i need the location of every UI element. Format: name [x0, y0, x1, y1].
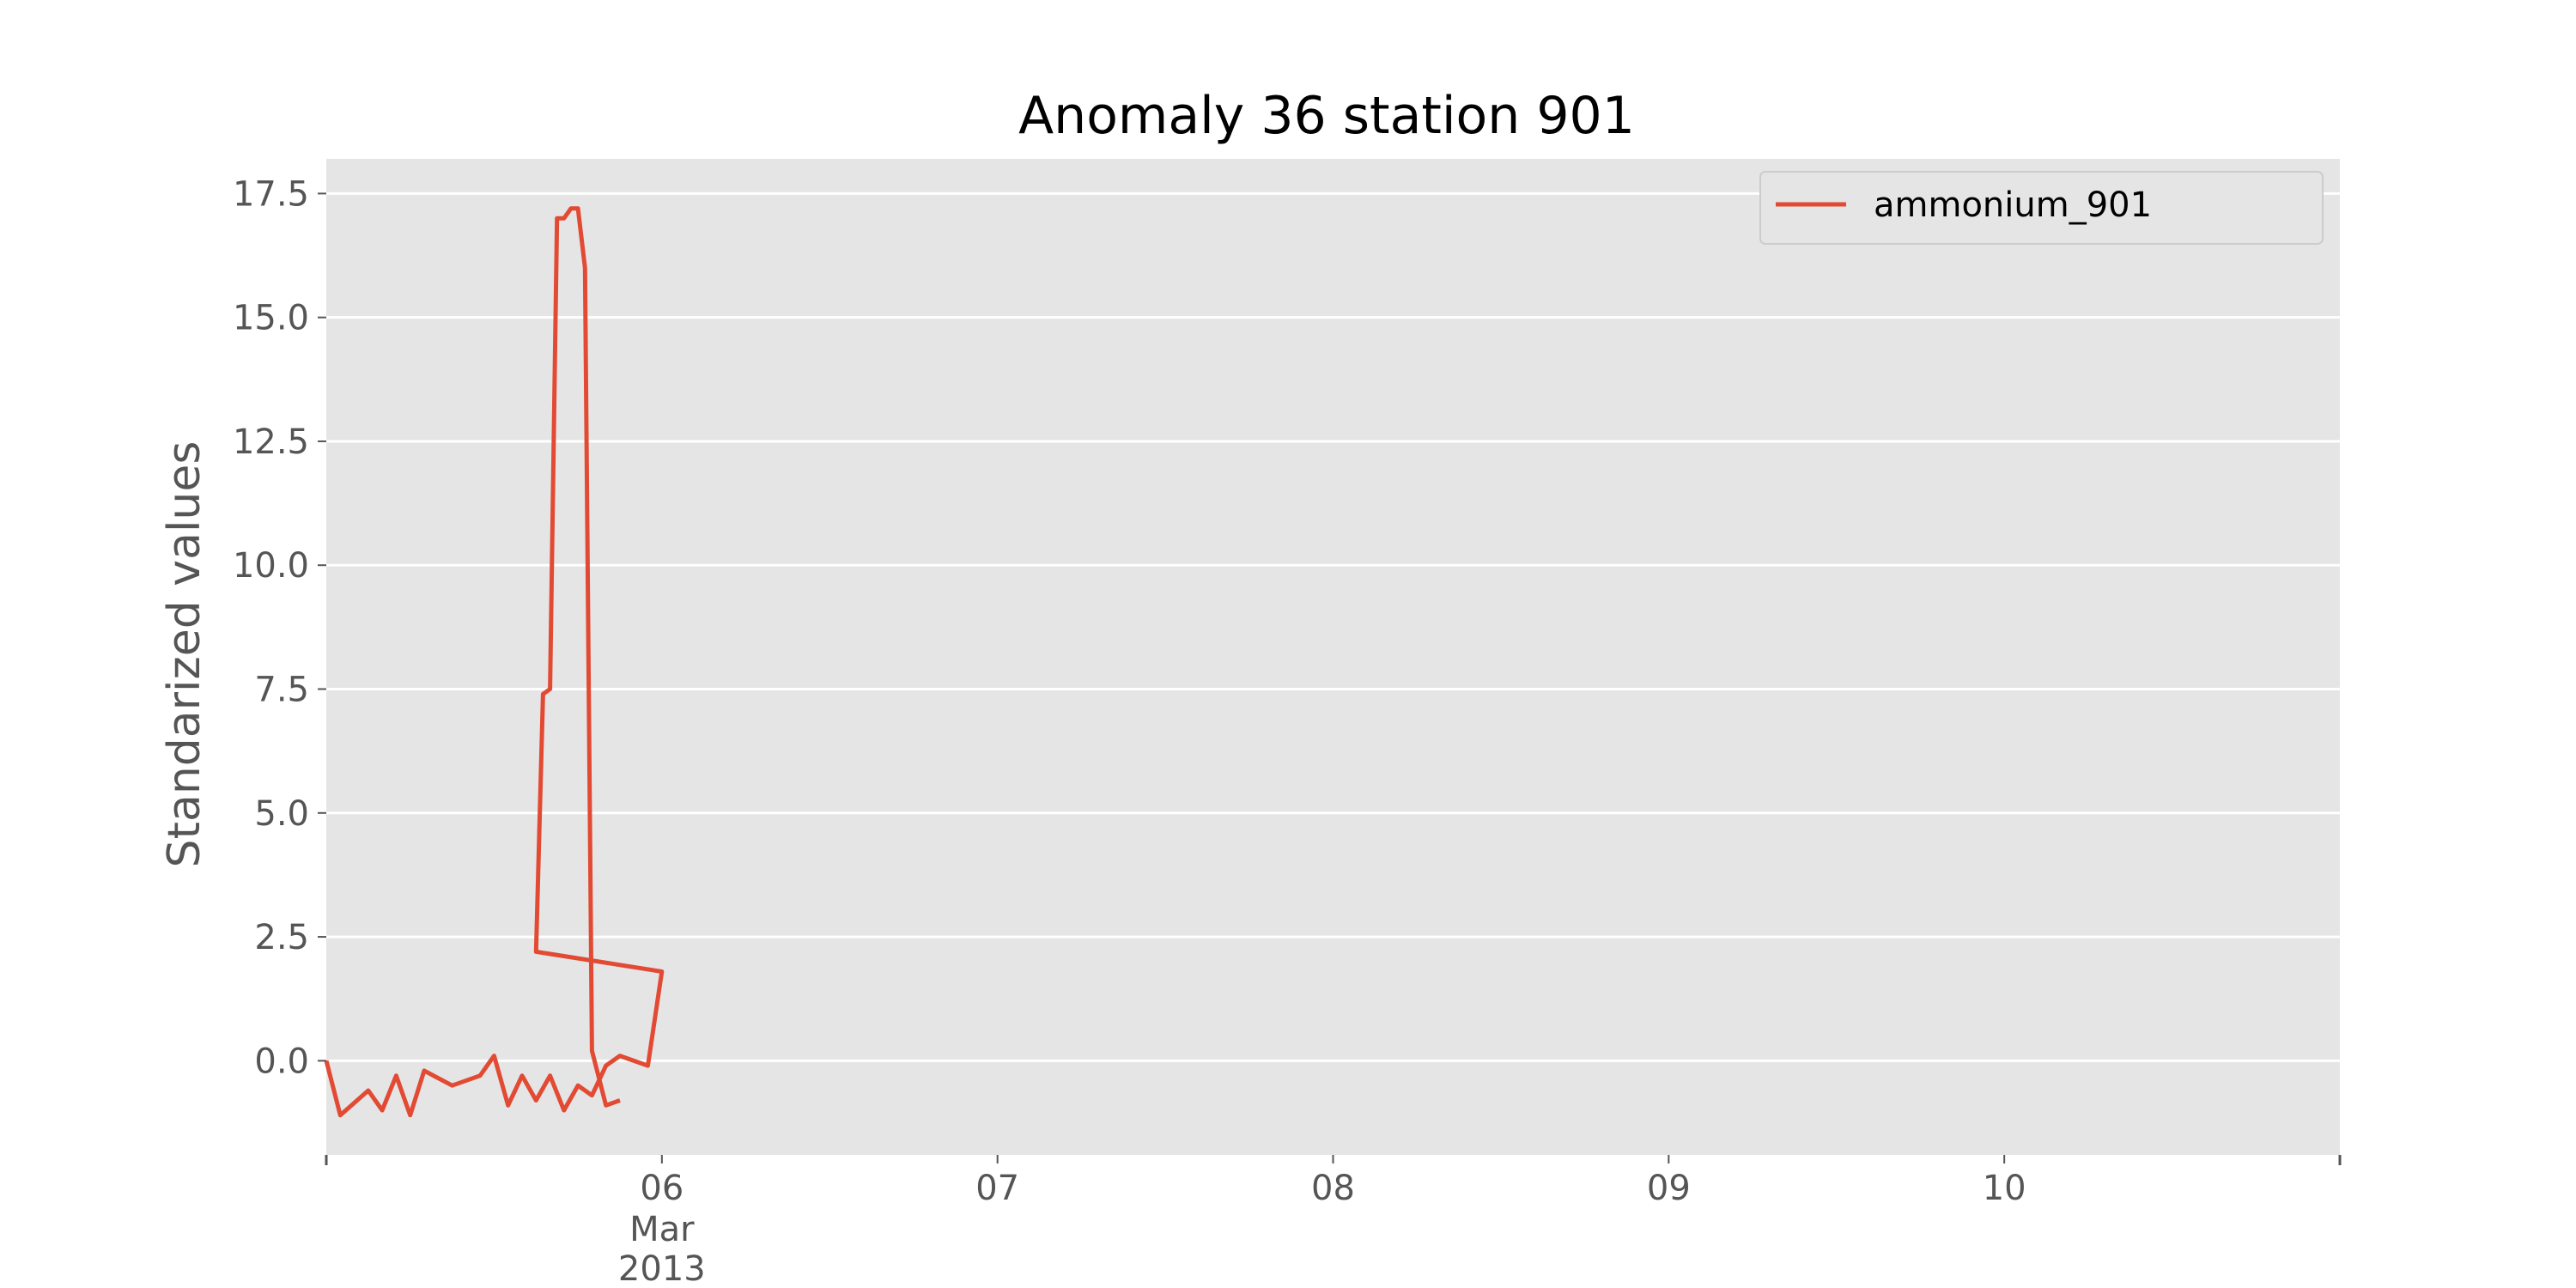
y-tick-label: 10.0 [233, 546, 309, 586]
y-tick-label: 2.5 [254, 918, 309, 957]
x-tick-label: 10 [1983, 1169, 2026, 1208]
y-tick-label: 15.0 [233, 299, 309, 338]
y-tick-label: 7.5 [254, 671, 309, 710]
legend: ammonium_901 [1759, 171, 2324, 245]
x-tick-year-label: 2013 [618, 1249, 706, 1288]
chart-title: Anomaly 36 station 901 [1018, 86, 1635, 146]
legend-label-ammonium_901: ammonium_901 [1874, 185, 2152, 225]
grid-lines [326, 191, 2340, 1062]
x-tick-label: 08 [1311, 1169, 1355, 1208]
series-layer [324, 206, 665, 1118]
y-axis-label: Standarized values [159, 441, 210, 868]
y-tick-label: 5.0 [254, 794, 309, 834]
plot-area [326, 159, 2340, 1155]
legend-box [1759, 171, 2324, 245]
series-line-ammonium_901 [324, 206, 665, 1118]
x-tick-label: 09 [1647, 1169, 1691, 1208]
y-tick-label: 17.5 [233, 174, 309, 214]
x-tick-label: 07 [975, 1169, 1019, 1208]
y-tick-label: 12.5 [233, 422, 309, 462]
y-axis: 0.0 2.5 5.0 7.5 10.0 12.5 15.0 17.5 [233, 174, 326, 1081]
y-tick-label: 0.0 [254, 1042, 309, 1081]
x-tick-label: 06 [640, 1169, 683, 1208]
x-tick-month-label: Mar [629, 1210, 695, 1249]
